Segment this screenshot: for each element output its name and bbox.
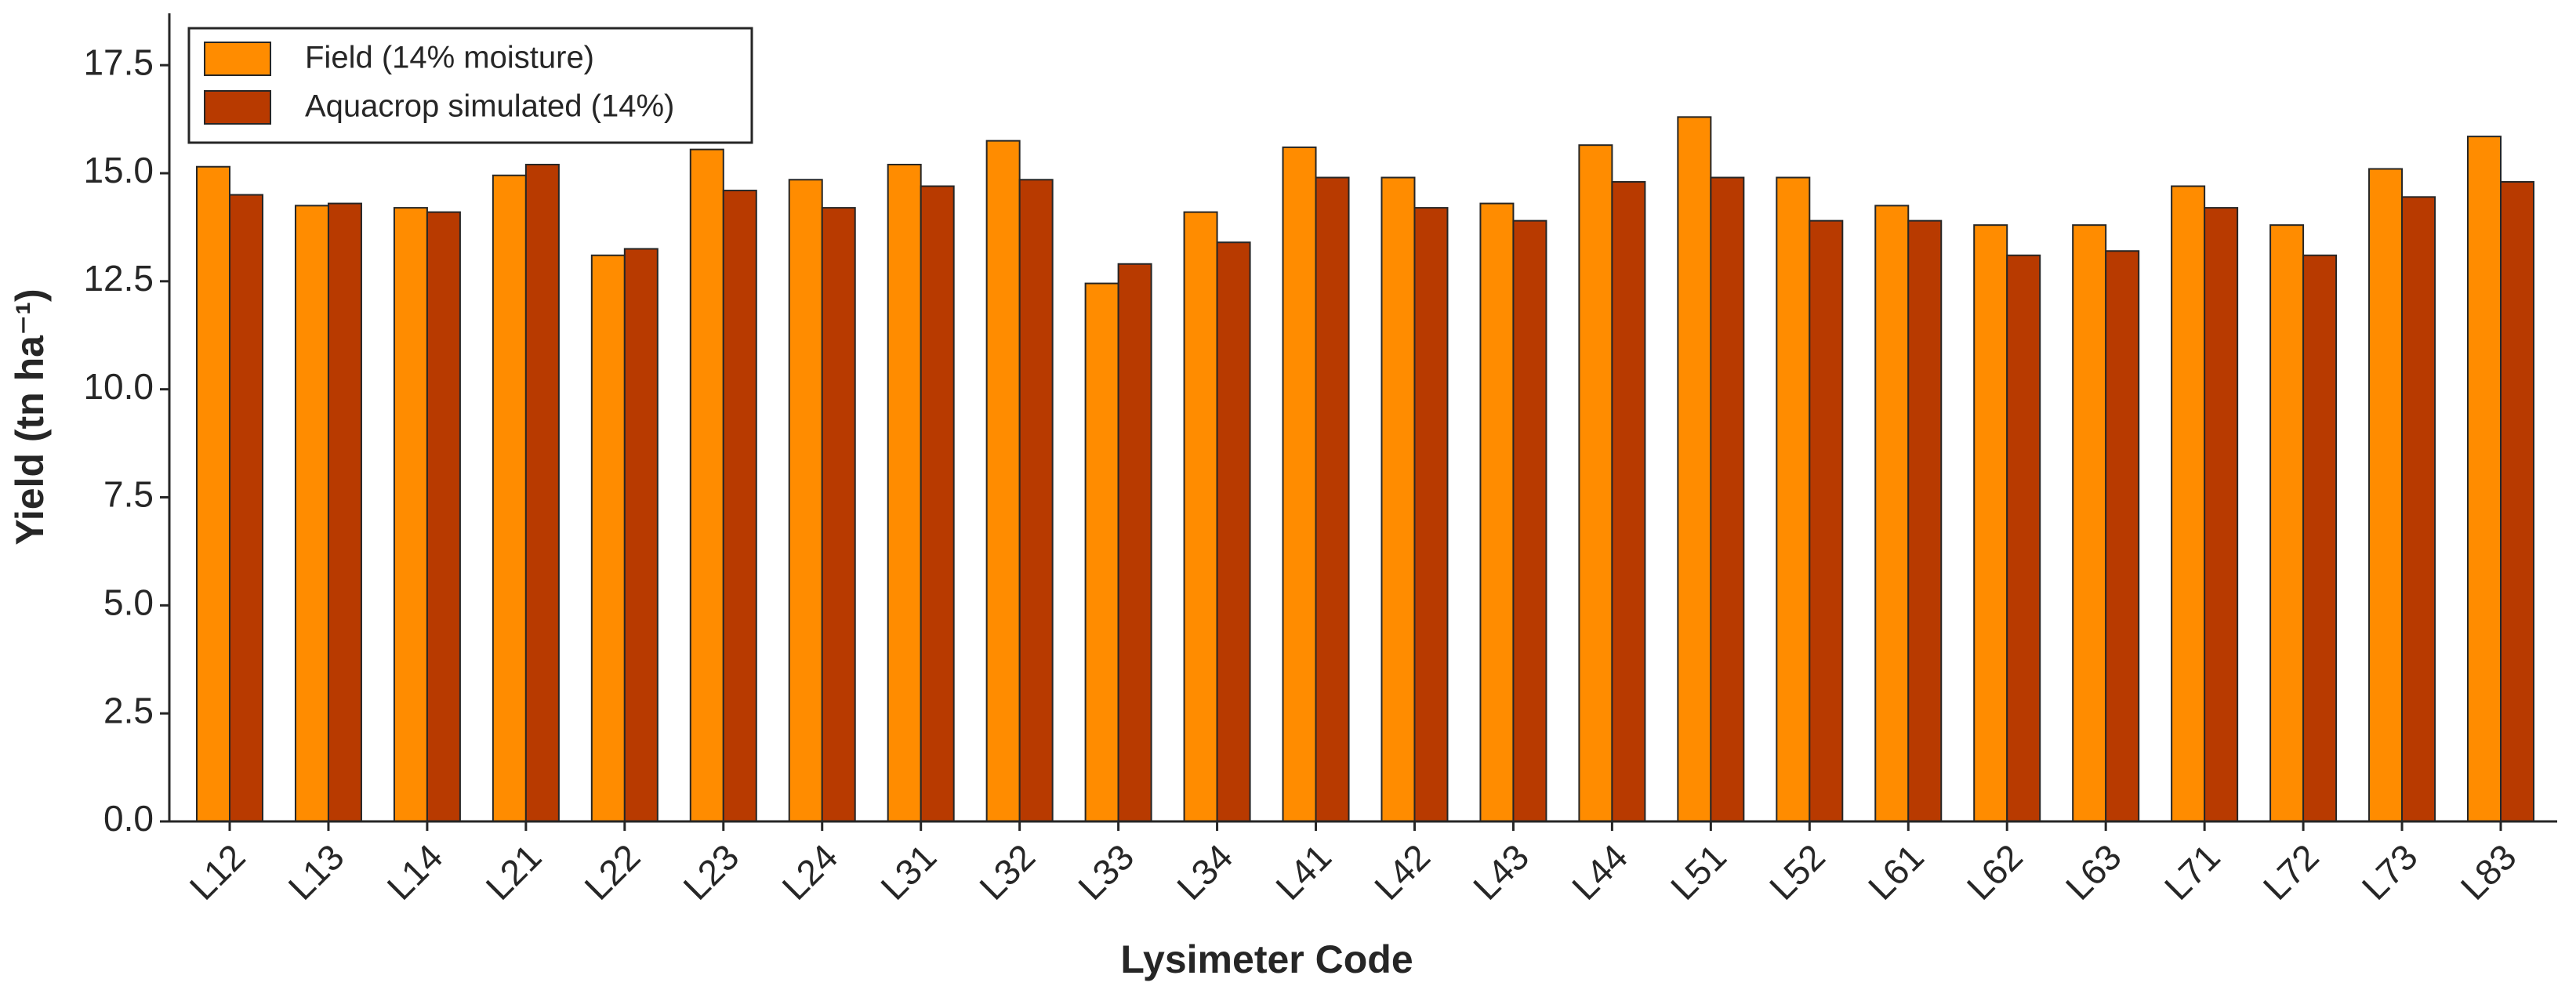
- x-tick-label: L83: [2453, 836, 2524, 908]
- y-tick-label: 12.5: [83, 258, 154, 299]
- bar: [1973, 224, 2008, 822]
- bar: [1479, 202, 1515, 822]
- bar: [1611, 181, 1646, 823]
- bar: [2006, 254, 2041, 822]
- y-tick-label: 10.0: [83, 366, 154, 407]
- y-tick-label: 2.5: [103, 690, 154, 731]
- x-tick-label: L52: [1761, 836, 1833, 908]
- x-tick-label: L23: [675, 836, 746, 908]
- bar: [393, 207, 428, 822]
- bar: [1874, 205, 1910, 822]
- bar: [1282, 146, 1317, 823]
- bar: [2072, 224, 2107, 822]
- x-tick-label: L42: [1366, 836, 1438, 908]
- bar: [2204, 207, 2239, 822]
- bar: [327, 202, 362, 822]
- bar: [492, 174, 527, 822]
- legend-label: Field (14% moisture): [305, 41, 594, 75]
- x-tick-label: L14: [379, 836, 451, 908]
- bar: [426, 211, 461, 822]
- x-tick-label: L44: [1564, 836, 1635, 908]
- x-tick-label: L33: [1070, 836, 1141, 908]
- bar: [524, 163, 560, 823]
- bar: [1512, 219, 1547, 822]
- bar: [623, 248, 659, 822]
- x-tick-label: L73: [2354, 836, 2425, 908]
- x-tick-label: L72: [2255, 836, 2327, 908]
- legend-swatch: [204, 42, 271, 76]
- x-tick-label: L61: [1860, 836, 1932, 908]
- bar: [2302, 254, 2338, 822]
- y-tick-label: 0.0: [103, 798, 154, 839]
- bar: [1183, 211, 1218, 822]
- bar: [294, 205, 329, 822]
- bar: [887, 163, 922, 823]
- bar: [1809, 219, 1844, 822]
- x-tick-label: L43: [1465, 836, 1537, 908]
- bar: [1216, 241, 1251, 822]
- x-tick-label: L41: [1268, 836, 1339, 908]
- bar: [788, 179, 823, 822]
- y-tick-label: 15.0: [83, 150, 154, 190]
- x-tick-label: L34: [1169, 836, 1240, 908]
- bar: [229, 194, 263, 822]
- bar: [1381, 176, 1416, 823]
- x-tick-label: L51: [1663, 836, 1734, 908]
- x-tick-label: L24: [774, 836, 845, 908]
- bar: [2171, 185, 2206, 823]
- bar: [1018, 179, 1054, 822]
- bar: [821, 207, 856, 822]
- x-tick-label: L71: [2157, 836, 2228, 908]
- bar: [985, 140, 1021, 822]
- bar: [2467, 136, 2502, 822]
- legend-box: [187, 27, 753, 144]
- x-axis-label: Lysimeter Code: [1120, 937, 1413, 981]
- x-tick-label: L22: [576, 836, 648, 908]
- bar: [689, 148, 724, 822]
- bar: [1578, 144, 1613, 822]
- bar: [1117, 263, 1152, 822]
- x-tick-label: L32: [971, 836, 1043, 908]
- bar: [2269, 224, 2305, 822]
- bar: [1413, 207, 1449, 822]
- x-tick-label: L31: [873, 836, 944, 908]
- y-axis-label: Yield (tn ha⁻¹): [8, 288, 52, 545]
- x-tick-label: L13: [281, 836, 352, 908]
- bar: [920, 185, 955, 823]
- y-tick-label: 17.5: [83, 42, 154, 82]
- y-tick-label: 7.5: [103, 474, 154, 515]
- x-tick-label: L63: [2058, 836, 2129, 908]
- bar: [196, 165, 230, 822]
- bar: [722, 190, 757, 822]
- bar: [590, 254, 626, 822]
- y-tick-label: 5.0: [103, 582, 154, 622]
- bar: [1677, 116, 1712, 822]
- x-tick-label: L12: [182, 836, 253, 908]
- legend-swatch: [204, 90, 271, 125]
- bar: [1710, 176, 1745, 823]
- bar: [2401, 196, 2436, 822]
- bar: [1084, 282, 1119, 822]
- x-tick-label: L62: [1959, 836, 2030, 908]
- bar: [2105, 250, 2140, 822]
- bar: [1776, 176, 1811, 823]
- x-tick-label: L21: [477, 836, 549, 908]
- bar: [2500, 181, 2534, 823]
- bar: [1907, 219, 1943, 822]
- bar: [1315, 176, 1350, 823]
- bar: [2368, 168, 2404, 823]
- legend-label: Aquacrop simulated (14%): [305, 89, 674, 124]
